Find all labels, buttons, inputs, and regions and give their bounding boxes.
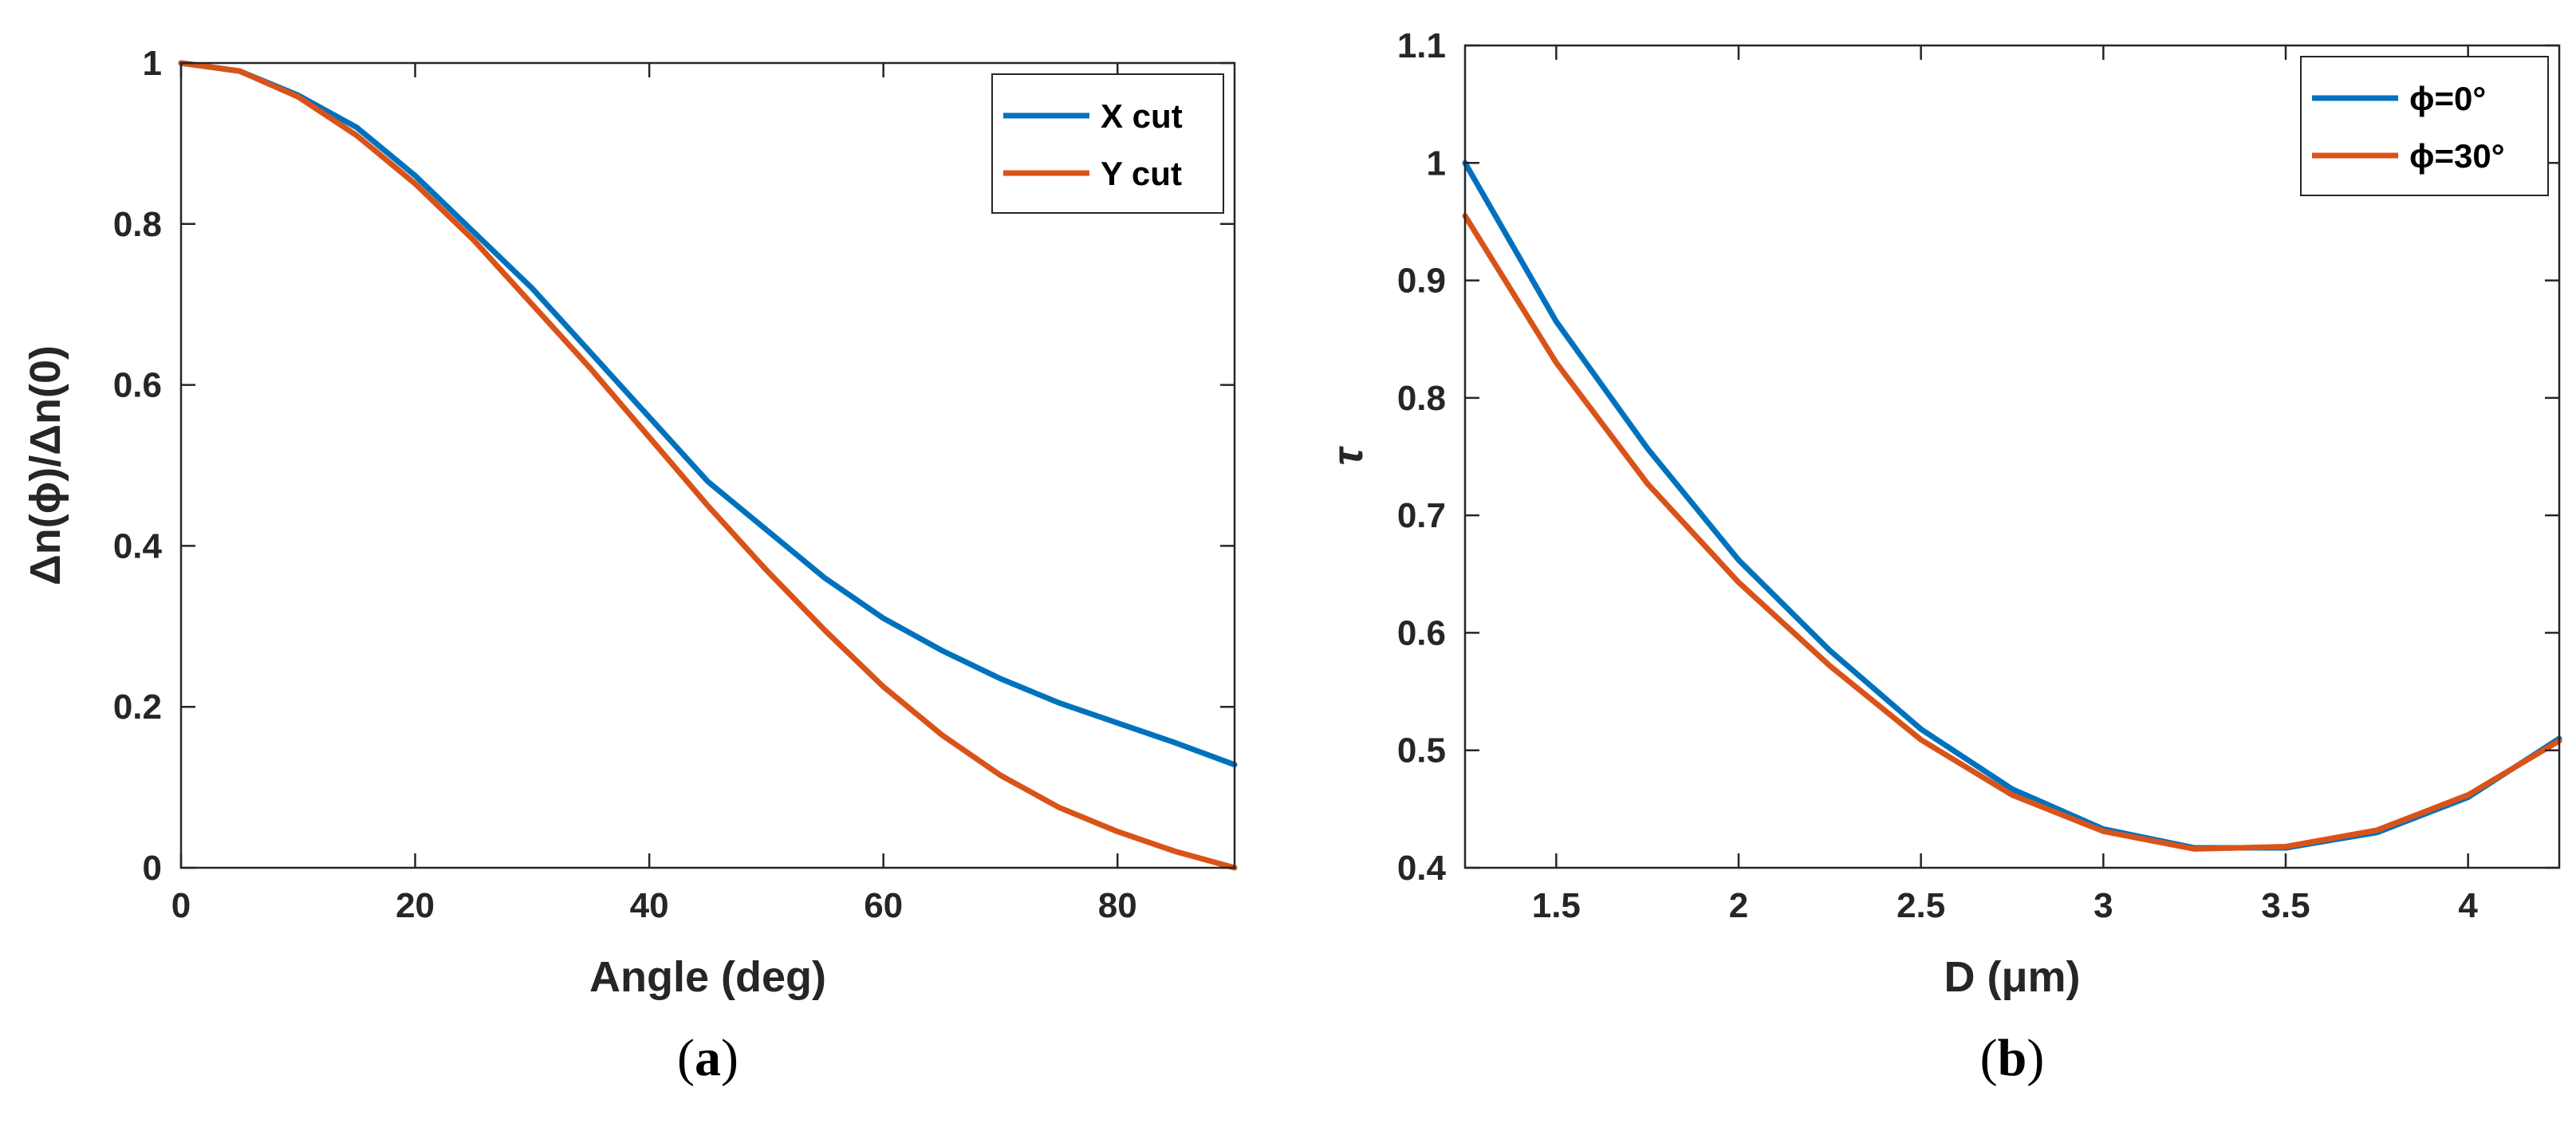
- y-tick-label: 0.5: [1397, 731, 1446, 770]
- legend-label: ϕ=30°: [2409, 137, 2505, 175]
- x-axis-label: D (μm): [1944, 953, 2080, 1001]
- y-tick-label: 0.6: [113, 366, 162, 405]
- x-tick-label: 1.5: [1532, 886, 1581, 925]
- x-tick-label: 60: [864, 886, 903, 925]
- x-tick-label: 3: [2093, 886, 2113, 925]
- y-tick-label: 1: [1427, 144, 1446, 183]
- x-tick-label: 2.5: [1897, 886, 1945, 925]
- legend-label: X cut: [1101, 97, 1183, 135]
- x-tick-label: 4: [2458, 886, 2478, 925]
- y-tick-label: 1: [143, 44, 162, 83]
- legend-box: [2300, 56, 2549, 196]
- x-tick-label: 3.5: [2261, 886, 2310, 925]
- y-axis-label: τ: [1324, 446, 1372, 466]
- y-tick-label: 0.4: [113, 526, 163, 565]
- y-axis-label: Δn(ϕ)/Δn(0): [22, 345, 69, 585]
- y-tick-label: 0.9: [1397, 262, 1446, 301]
- y-tick-label: 1.1: [1397, 26, 1446, 65]
- legend-label: ϕ=0°: [2409, 80, 2486, 117]
- y-tick-label: 0.8: [1397, 379, 1446, 418]
- y-tick-label: 0.2: [113, 688, 162, 727]
- axes-box: [1463, 44, 2561, 869]
- legend-label: Y cut: [1101, 155, 1182, 192]
- y-tick-label: 0: [143, 849, 162, 888]
- x-tick-label: 20: [396, 886, 435, 925]
- x-tick-label: 40: [630, 886, 669, 925]
- y-tick-label: 0.6: [1397, 613, 1446, 652]
- x-axis-label: Angle (deg): [589, 953, 826, 1001]
- chart-b: 1.5 2 2.5 3 3.5 4 0.4 0.5 0.6 0.7 0.8 0.9 1 1.1 D (μm)…: [1324, 26, 2562, 1087]
- x-tick-label: 2: [1729, 886, 1748, 925]
- legend-box: [991, 73, 1224, 214]
- y-tick-label: 0.8: [113, 205, 162, 244]
- subfigure-caption: (a): [677, 1029, 739, 1087]
- x-tick-label: 0: [171, 886, 191, 925]
- y-tick-label: 0.7: [1397, 496, 1446, 535]
- x-tick-label: 80: [1098, 886, 1137, 925]
- axes-box: [179, 61, 1236, 869]
- series-line-1: [178, 60, 1238, 768]
- series-line-2: [178, 60, 1238, 871]
- y-tick-label: 0.4: [1397, 849, 1447, 888]
- series-line-2: [1462, 213, 2562, 852]
- subfigure-caption: (b): [1980, 1029, 2045, 1087]
- chart-a: 0 20 40 60 80 0 0.2 0.4 0.6 0.8 1 Angle (deg) Δn(ϕ)/…: [22, 44, 1238, 1087]
